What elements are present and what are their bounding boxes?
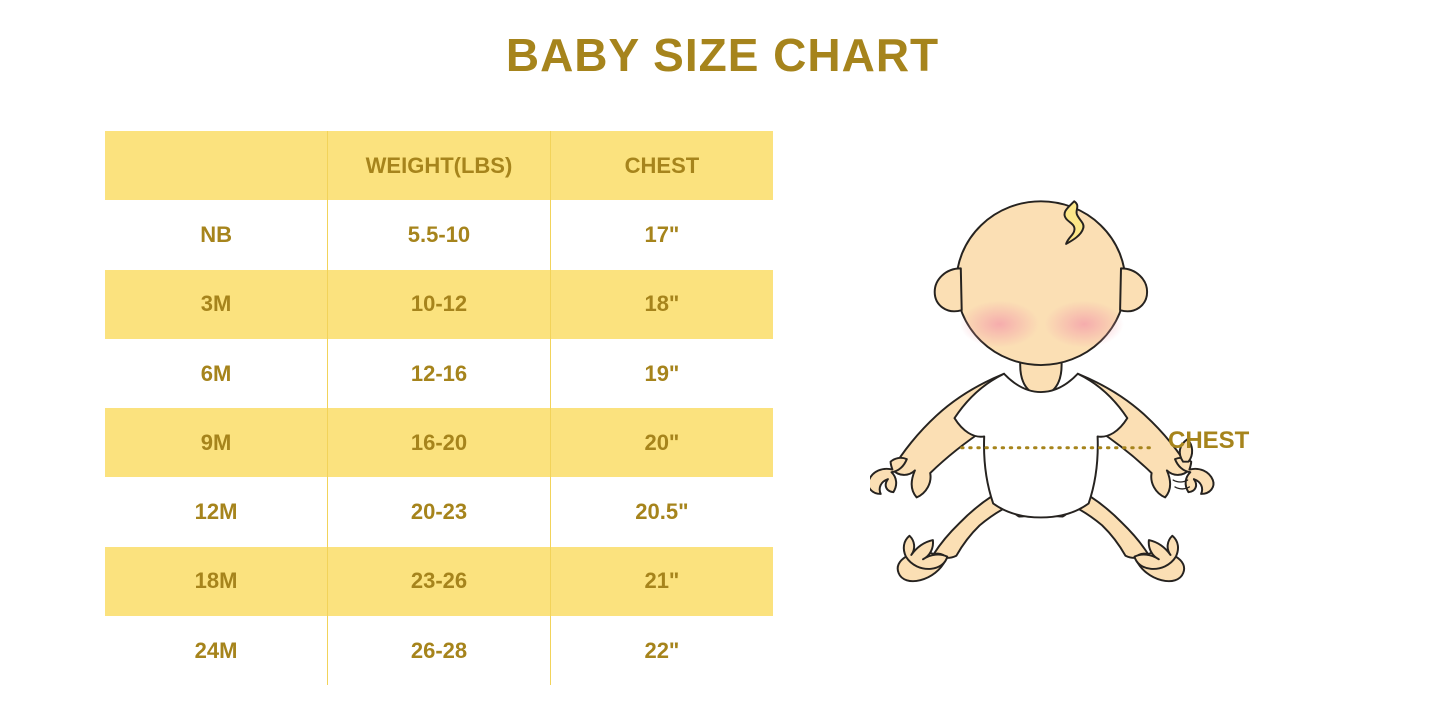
svg-text:CHEST: CHEST bbox=[1168, 427, 1250, 454]
